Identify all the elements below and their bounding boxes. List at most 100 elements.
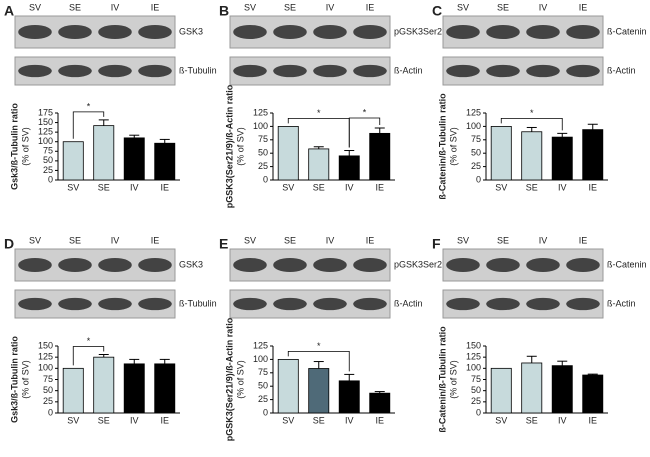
lane-label: IV xyxy=(539,2,548,12)
x-tick-label: SE xyxy=(313,182,325,192)
y-axis-label: ß-Catenin/ß-Tubulin ratio xyxy=(437,93,447,200)
x-tick-label: IV xyxy=(345,182,354,192)
blot-label: GSK3 xyxy=(179,26,203,36)
blot-label: ß-Tubulin xyxy=(179,298,217,308)
y-tick-label: 50 xyxy=(471,385,481,395)
blot-band xyxy=(233,297,267,311)
lane-label: SV xyxy=(29,2,41,12)
x-tick-label: SE xyxy=(526,415,538,425)
y-tick-label: 100 xyxy=(38,136,53,146)
lane-label: SV xyxy=(29,235,41,245)
blot-band xyxy=(313,297,347,311)
y-axis-label: (% of SV) xyxy=(20,360,30,399)
y-tick-label: 125 xyxy=(253,340,268,350)
lane-label: IV xyxy=(539,235,548,245)
blot-label: ß-Actin xyxy=(607,65,636,75)
error-bar xyxy=(159,358,170,364)
blot-band xyxy=(566,257,600,273)
lane-label: IV xyxy=(326,2,335,12)
x-tick-label: SE xyxy=(98,182,110,192)
y-tick-label: 125 xyxy=(38,352,53,362)
blot-band xyxy=(486,257,520,273)
bar xyxy=(582,374,604,414)
bar xyxy=(521,362,543,414)
y-axis-label: (% of SV) xyxy=(448,127,458,166)
blot-band xyxy=(486,64,520,78)
bar xyxy=(93,125,115,181)
blot-label: ß-Actin xyxy=(607,298,636,308)
y-tick-label: 175 xyxy=(38,107,53,117)
significance-bracket xyxy=(500,118,563,131)
blot-band xyxy=(18,24,52,40)
blot-band xyxy=(446,297,480,311)
x-tick-label: IV xyxy=(558,182,567,192)
significance-bracket xyxy=(72,346,105,366)
blot-band xyxy=(98,64,132,78)
lane-label: IE xyxy=(151,235,160,245)
blot-band xyxy=(233,64,267,78)
y-tick-label: 25 xyxy=(471,396,481,406)
y-tick-label: 0 xyxy=(263,174,268,184)
x-tick-label: IV xyxy=(345,415,354,425)
blot-band xyxy=(566,64,600,78)
lane-label: SV xyxy=(244,235,256,245)
y-axis-label: Gsk3/ß-Tubulin ratio xyxy=(9,103,19,190)
blot-band xyxy=(18,64,52,78)
blot-label: pGSK3Ser21/9 xyxy=(394,26,455,36)
blot-band xyxy=(58,24,92,40)
y-tick-label: 50 xyxy=(258,381,268,391)
error-bar xyxy=(374,127,385,134)
lane-label: SE xyxy=(69,235,81,245)
error-bar xyxy=(587,373,598,376)
panel-letter: B xyxy=(219,3,229,19)
x-tick-label: SE xyxy=(98,415,110,425)
bar xyxy=(369,392,391,414)
significance-bracket xyxy=(287,351,350,372)
blot-label: ß-Actin xyxy=(394,298,423,308)
blot-band xyxy=(526,297,560,311)
lane-label: SV xyxy=(244,2,256,12)
y-tick-label: 50 xyxy=(43,155,53,165)
y-axis-label: (% of SV) xyxy=(235,360,245,399)
y-tick-label: 75 xyxy=(43,146,53,156)
y-tick-label: 25 xyxy=(471,161,481,171)
y-tick-label: 75 xyxy=(43,374,53,384)
lane-label: IE xyxy=(579,235,588,245)
x-tick-label: IV xyxy=(130,415,139,425)
blot-label: ß-Tubulin xyxy=(179,65,217,75)
lane-label: IE xyxy=(151,2,160,12)
lane-label: SV xyxy=(457,235,469,245)
lane-label: IE xyxy=(579,2,588,12)
y-tick-label: 0 xyxy=(263,407,268,417)
significance-label: * xyxy=(87,336,91,346)
y-tick-label: 150 xyxy=(38,340,53,350)
x-tick-label: IE xyxy=(160,182,169,192)
bar xyxy=(154,363,176,414)
blot-band xyxy=(58,297,92,311)
blot-band xyxy=(526,24,560,40)
error-bar xyxy=(98,353,109,358)
bar xyxy=(490,126,512,181)
blot-band xyxy=(566,297,600,311)
bar xyxy=(490,367,512,414)
y-tick-label: 125 xyxy=(253,107,268,117)
significance-label: * xyxy=(317,341,321,351)
y-axis-label: (% of SV) xyxy=(235,127,245,166)
error-bar xyxy=(313,146,324,149)
blot-band xyxy=(526,64,560,78)
blot-label: ß-Catenin xyxy=(607,259,647,269)
y-tick-label: 100 xyxy=(466,363,481,373)
blot-band xyxy=(273,64,307,78)
error-bar xyxy=(129,358,140,364)
lane-label: IE xyxy=(366,2,375,12)
y-tick-label: 0 xyxy=(48,174,53,184)
blot-band xyxy=(58,64,92,78)
blot-band xyxy=(233,24,267,40)
blot-band xyxy=(138,257,172,273)
y-axis-label: pGSK3(Ser21/9)/ß-Actin ratio xyxy=(224,84,234,208)
blot-band xyxy=(353,24,387,40)
bar xyxy=(521,131,543,181)
blot-band xyxy=(18,257,52,273)
x-tick-label: SV xyxy=(495,182,507,192)
y-tick-label: 0 xyxy=(48,407,53,417)
